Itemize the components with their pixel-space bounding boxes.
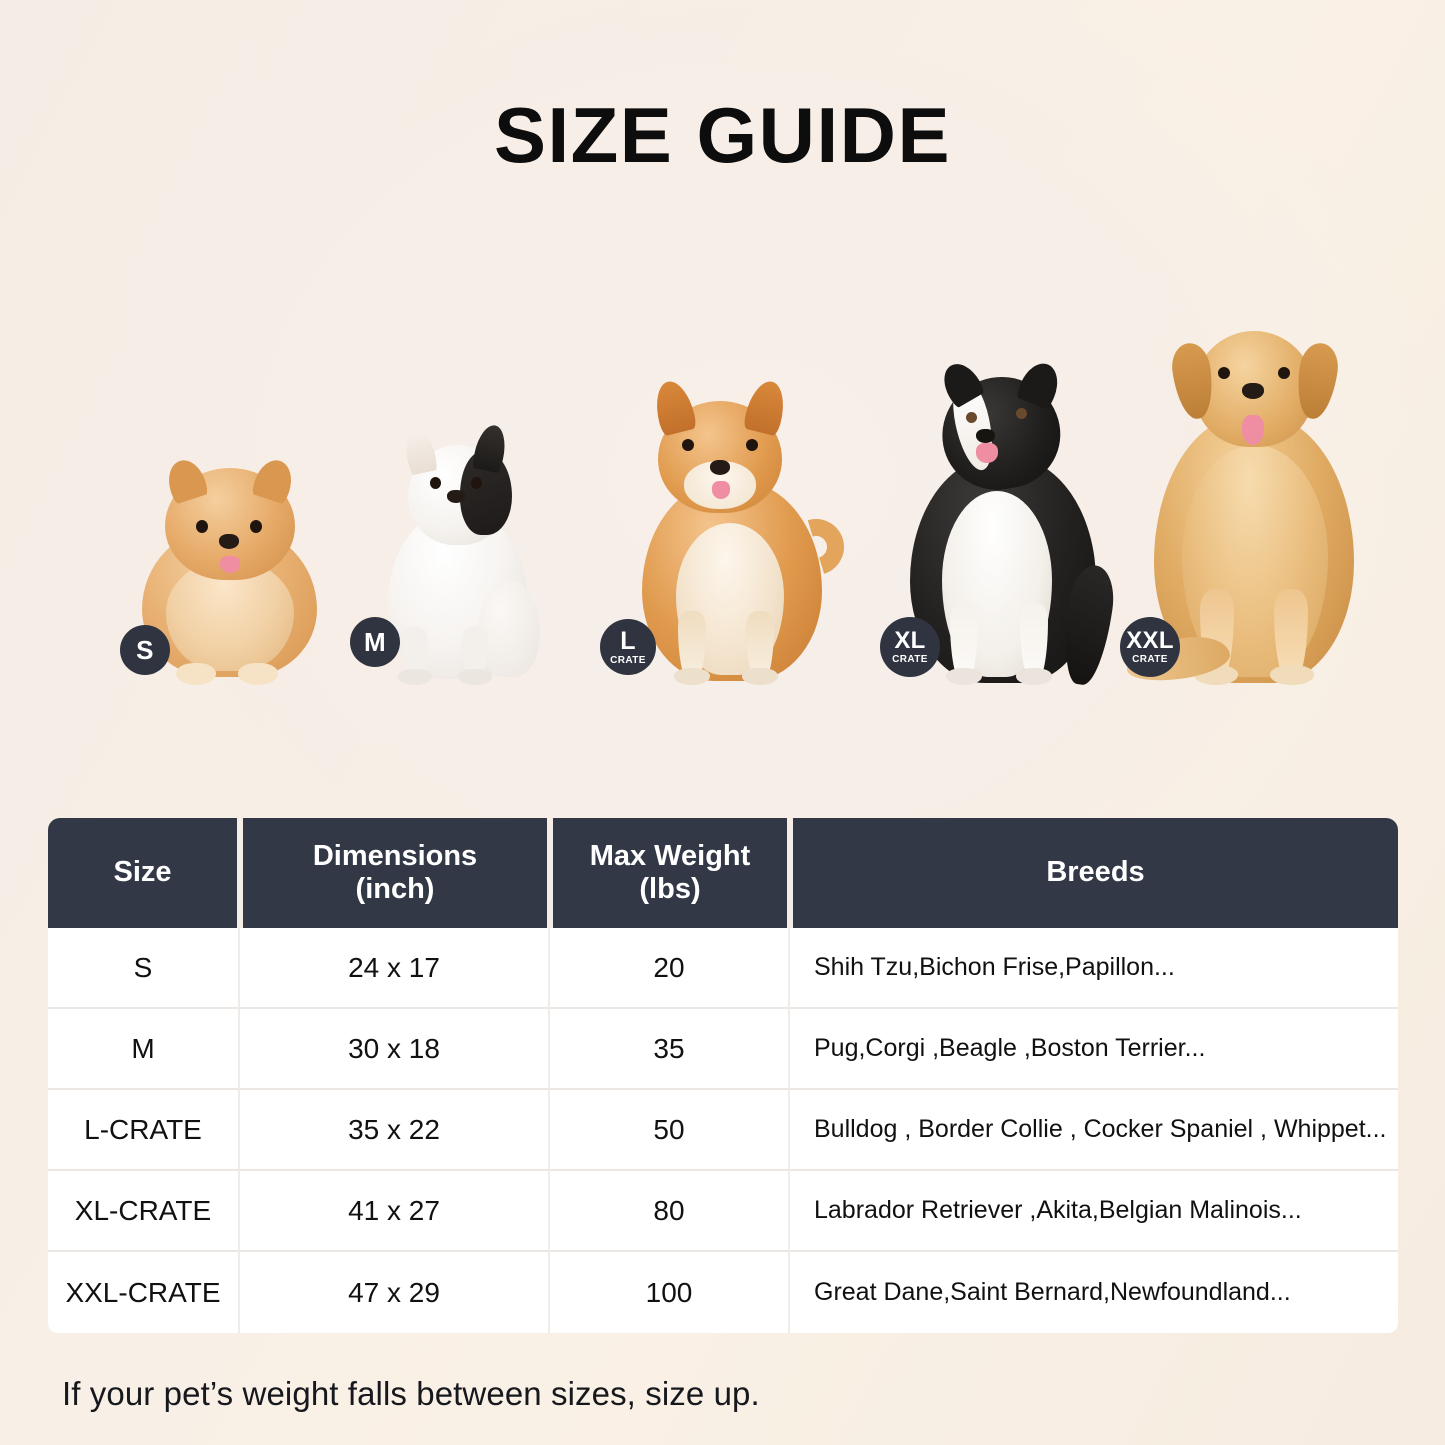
table-row: XXL-CRATE 47 x 29 100 Great Dane,Saint B… xyxy=(48,1252,1398,1333)
cell-breeds: Great Dane,Saint Bernard,Newfoundland... xyxy=(790,1252,1398,1333)
size-table-body: S 24 x 17 20 Shih Tzu,Bichon Frise,Papil… xyxy=(48,928,1398,1333)
dog-figure-xxl: XXL CRATE xyxy=(1120,325,1385,687)
column-header-max-weight: Max Weight (lbs) xyxy=(550,818,790,928)
cell-max-weight: 35 xyxy=(550,1009,790,1090)
cell-dimensions: 35 x 22 xyxy=(240,1090,550,1171)
dog-figure-s: S xyxy=(120,455,340,685)
dog-figure-xl: XL CRATE xyxy=(880,357,1130,688)
size-table-header-row: Size Dimensions (inch) Max Weight (lbs) … xyxy=(48,818,1398,928)
column-header-breeds-label: Breeds xyxy=(1046,856,1145,889)
cell-size: L-CRATE xyxy=(48,1090,240,1171)
cell-size: XL-CRATE xyxy=(48,1171,240,1252)
size-badge-xl[interactable]: XL CRATE xyxy=(880,617,940,677)
cell-breeds: Shih Tzu,Bichon Frise,Papillon... xyxy=(790,928,1398,1009)
cell-max-weight: 80 xyxy=(550,1171,790,1252)
column-header-breeds: Breeds xyxy=(790,818,1398,928)
column-header-max-weight-unit: (lbs) xyxy=(639,873,701,905)
size-table-head: Size Dimensions (inch) Max Weight (lbs) … xyxy=(48,818,1398,928)
table-row: S 24 x 17 20 Shih Tzu,Bichon Frise,Papil… xyxy=(48,928,1398,1009)
table-row: M 30 x 18 35 Pug,Corgi ,Beagle ,Boston T… xyxy=(48,1009,1398,1090)
cell-size: S xyxy=(48,928,240,1009)
dog-figure-l: L CRATE xyxy=(600,377,860,685)
size-badge-s[interactable]: S xyxy=(120,625,170,675)
column-header-size-label: Size xyxy=(113,856,172,889)
page-title: SIZE GUIDE xyxy=(493,91,952,179)
french-bulldog-illustration xyxy=(350,422,565,685)
cell-dimensions: 41 x 27 xyxy=(240,1171,550,1252)
size-badge-m-label: M xyxy=(364,627,386,657)
size-badge-xxl-label: XXL xyxy=(1126,627,1174,654)
cell-max-weight: 20 xyxy=(550,928,790,1009)
column-header-size: Size xyxy=(48,818,240,928)
size-badge-l-label: L xyxy=(620,626,636,655)
shiba-inu-illustration xyxy=(600,377,860,685)
column-header-max-weight-label: Max Weight xyxy=(589,839,751,872)
column-header-dimensions: Dimensions (inch) xyxy=(240,818,550,928)
size-table: Size Dimensions (inch) Max Weight (lbs) … xyxy=(48,818,1398,1333)
table-row: L-CRATE 35 x 22 50 Bulldog , Border Coll… xyxy=(48,1090,1398,1171)
cell-dimensions: 47 x 29 xyxy=(240,1252,550,1333)
cell-max-weight: 100 xyxy=(550,1252,790,1333)
size-badge-s-label: S xyxy=(136,635,154,665)
golden-retriever-illustration xyxy=(1120,325,1385,687)
column-header-dimensions-label: Dimensions xyxy=(312,839,478,872)
border-collie-illustration xyxy=(880,357,1130,688)
size-badge-l[interactable]: L CRATE xyxy=(600,619,656,675)
size-badge-xl-sublabel: CRATE xyxy=(892,654,928,665)
size-badge-xl-label: XL xyxy=(894,627,926,654)
cell-dimensions: 24 x 17 xyxy=(240,928,550,1009)
cell-dimensions: 30 x 18 xyxy=(240,1009,550,1090)
size-badge-xxl-sublabel: CRATE xyxy=(1132,654,1168,665)
cell-size: XXL-CRATE xyxy=(48,1252,240,1333)
size-badge-l-sublabel: CRATE xyxy=(610,654,646,666)
dog-size-comparison-row: S xyxy=(60,290,1385,688)
sizing-footnote: If your pet’s weight falls between sizes… xyxy=(62,1375,760,1412)
size-badge-m[interactable]: M xyxy=(350,617,400,667)
cell-breeds: Pug,Corgi ,Beagle ,Boston Terrier... xyxy=(790,1009,1398,1090)
column-header-dimensions-unit: (inch) xyxy=(355,873,435,905)
cell-max-weight: 50 xyxy=(550,1090,790,1171)
size-table-wrapper: Size Dimensions (inch) Max Weight (lbs) … xyxy=(48,818,1398,1333)
cell-breeds: Labrador Retriever ,Akita,Belgian Malino… xyxy=(790,1171,1398,1252)
cell-size: M xyxy=(48,1009,240,1090)
size-badge-xxl[interactable]: XXL CRATE xyxy=(1120,617,1180,677)
pomeranian-illustration xyxy=(120,455,340,685)
table-row: XL-CRATE 41 x 27 80 Labrador Retriever ,… xyxy=(48,1171,1398,1252)
cell-breeds: Bulldog , Border Collie , Cocker Spaniel… xyxy=(790,1090,1398,1171)
dog-figure-m: M xyxy=(350,422,565,685)
